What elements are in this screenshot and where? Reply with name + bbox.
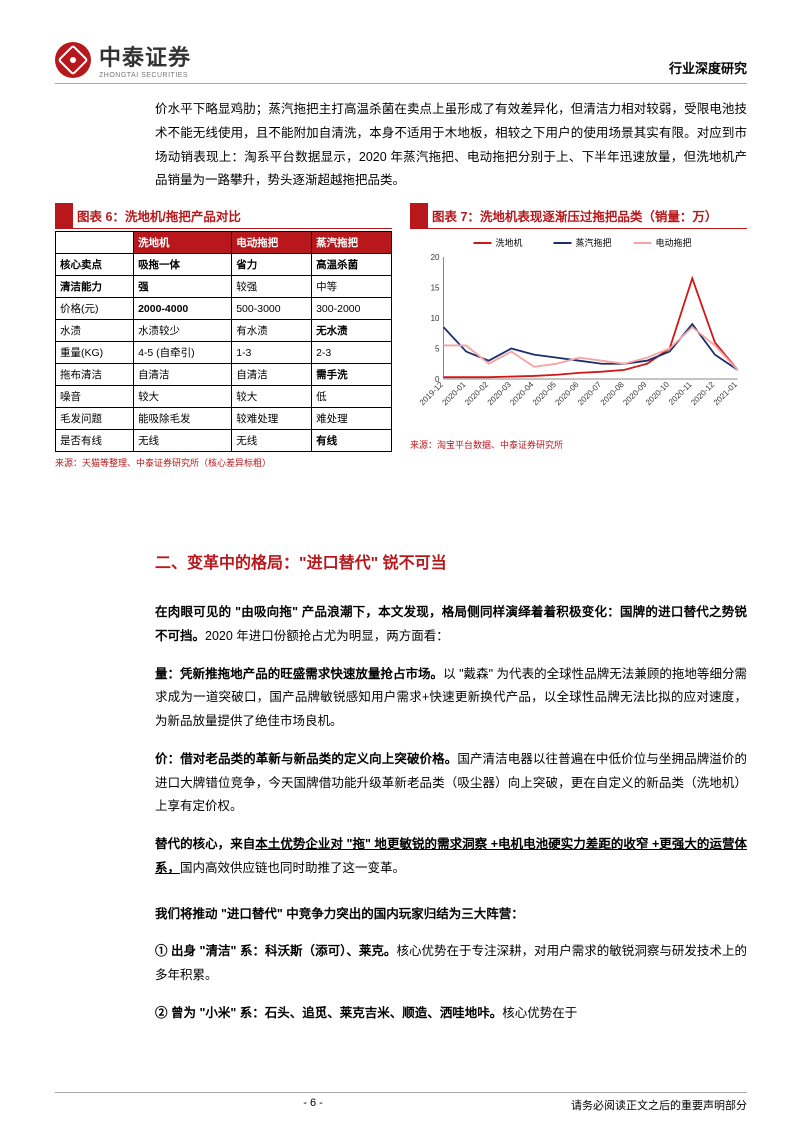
logo-text-cn: 中泰证券 bbox=[99, 40, 191, 72]
svg-text:15: 15 bbox=[431, 284, 440, 293]
svg-text:2020-01: 2020-01 bbox=[440, 380, 468, 408]
chart-title: 图表 7：洗地机表现逐渐压过拖把品类（销量：万） bbox=[410, 203, 747, 229]
svg-text:2020-10: 2020-10 bbox=[644, 380, 672, 408]
p5: 我们将推动 "进口替代" 中竞争力突出的国内玩家归结为三大阵营： bbox=[155, 903, 747, 927]
table-title: 图表 6：洗地机/拖把产品对比 bbox=[55, 203, 392, 229]
svg-text:洗地机: 洗地机 bbox=[496, 237, 523, 248]
p1: 在肉眼可见的 "由吸向拖" 产品浪潮下，本文发现，格局侧同样演绎着着积极变化：国… bbox=[155, 601, 747, 649]
chart-block: 图表 7：洗地机表现逐渐压过拖把品类（销量：万） 洗地机蒸汽拖把电动拖把0510… bbox=[410, 203, 747, 469]
table-source: 来源：天猫等整理、中泰证券研究所（核心差异标粗） bbox=[55, 456, 392, 469]
p3: 价：借对老品类的革新与新品类的定义向上突破价格。国产清洁电器以往普遍在中低价位与… bbox=[155, 748, 747, 819]
logo: 中泰证券 ZHONGTAI SECURITIES bbox=[55, 40, 191, 79]
p4: 替代的核心，来自本土优势企业对 "拖" 地更敏锐的需求洞察 +电机电池硬实力差距… bbox=[155, 833, 747, 881]
logo-mark-icon bbox=[55, 42, 91, 78]
section-heading: 二、变革中的格局："进口替代" 锐不可当 bbox=[155, 549, 747, 573]
svg-text:2020-04: 2020-04 bbox=[508, 380, 536, 408]
logo-text-en: ZHONGTAI SECURITIES bbox=[99, 72, 191, 79]
svg-text:2020-06: 2020-06 bbox=[553, 380, 581, 408]
document-category: 行业深度研究 bbox=[669, 58, 747, 77]
svg-text:2020-07: 2020-07 bbox=[576, 380, 604, 408]
svg-text:20: 20 bbox=[431, 253, 440, 262]
svg-text:2020-03: 2020-03 bbox=[486, 380, 514, 408]
disclaimer: 请务必阅读正文之后的重要声明部分 bbox=[571, 1097, 747, 1113]
page-footer: - 6 - 请务必阅读正文之后的重要声明部分 bbox=[55, 1092, 747, 1113]
svg-text:5: 5 bbox=[435, 345, 440, 354]
svg-text:2019-12: 2019-12 bbox=[418, 380, 446, 408]
svg-text:蒸汽拖把: 蒸汽拖把 bbox=[576, 237, 612, 248]
svg-text:2020-08: 2020-08 bbox=[599, 380, 627, 408]
svg-text:2020-05: 2020-05 bbox=[531, 380, 559, 408]
svg-text:2021-01: 2021-01 bbox=[712, 380, 740, 408]
p2: 量：凭新推拖地产品的旺盛需求快速放量抢占市场。以 "戴森" 为代表的全球性品牌无… bbox=[155, 663, 747, 734]
page-number: - 6 - bbox=[303, 1097, 323, 1113]
comparison-table: 洗地机电动拖把蒸汽拖把核心卖点吸拖一体省力高温杀菌清洁能力强较强中等价格(元)2… bbox=[55, 231, 392, 452]
table-block: 图表 6：洗地机/拖把产品对比 洗地机电动拖把蒸汽拖把核心卖点吸拖一体省力高温杀… bbox=[55, 203, 392, 469]
intro-paragraph: 价水平下略显鸡肋；蒸汽拖把主打高温杀菌在卖点上虽形成了有效差异化，但清洁力相对较… bbox=[155, 98, 747, 193]
svg-text:2020-09: 2020-09 bbox=[621, 380, 649, 408]
svg-text:2020-02: 2020-02 bbox=[463, 380, 491, 408]
svg-text:10: 10 bbox=[431, 314, 440, 323]
page-header: 中泰证券 ZHONGTAI SECURITIES 行业深度研究 bbox=[55, 40, 747, 84]
svg-text:电动拖把: 电动拖把 bbox=[656, 237, 692, 248]
section-2: 二、变革中的格局："进口替代" 锐不可当 在肉眼可见的 "由吸向拖" 产品浪潮下… bbox=[155, 549, 747, 1026]
li1: ① 出身 "清洁" 系：科沃斯（添可）、莱克。核心优势在于专注深耕，对用户需求的… bbox=[155, 940, 747, 988]
li2: ② 曾为 "小米" 系：石头、追觅、莱克吉米、顺造、洒哇地咔。核心优势在于 bbox=[155, 1002, 747, 1026]
svg-text:2020-12: 2020-12 bbox=[689, 380, 717, 408]
line-chart: 洗地机蒸汽拖把电动拖把051015202019-122020-012020-02… bbox=[410, 229, 747, 429]
chart-source: 来源：淘宝平台数据、中泰证券研究所 bbox=[410, 438, 747, 451]
